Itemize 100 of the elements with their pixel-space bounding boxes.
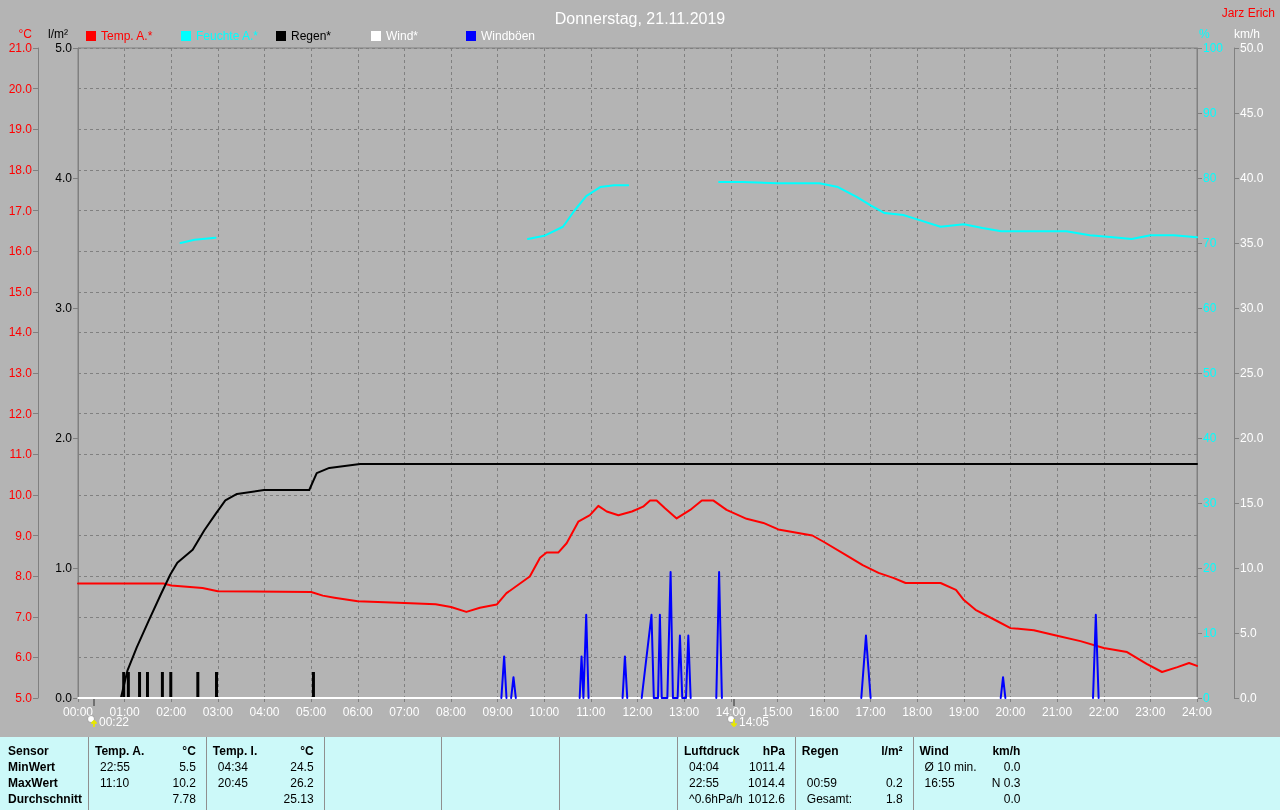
text: 11:10 bbox=[100, 776, 130, 790]
y-tick-label: 9.0 bbox=[15, 528, 33, 543]
y-tick-label: 19.0 bbox=[8, 122, 33, 137]
y3-tick-label: 0 bbox=[1203, 691, 1210, 705]
text: Temp. I. bbox=[212, 744, 258, 758]
x-tick-label: 12:00 bbox=[622, 705, 653, 719]
text: 04:04 bbox=[689, 760, 720, 774]
x-tick-label: 18:00 bbox=[902, 705, 933, 719]
y-tick-label: 16.0 bbox=[8, 244, 33, 259]
text: 1014.4 bbox=[748, 776, 785, 790]
y-tick-label: 50.0 bbox=[1240, 41, 1264, 55]
x-tick-label: 08:00 bbox=[435, 705, 467, 719]
text: 16:55 bbox=[924, 776, 955, 790]
legend-label: Temp. A.* bbox=[101, 29, 153, 43]
text: 26.2 bbox=[290, 776, 314, 790]
x-tick-label: 20:00 bbox=[995, 705, 1026, 719]
text: 20:45 bbox=[217, 776, 248, 790]
y-axis-title: km/h bbox=[1234, 27, 1261, 41]
y3-tick-label: 50 bbox=[1203, 366, 1217, 380]
y-axis-title: °C bbox=[18, 27, 33, 41]
x-tick-label: 04:00 bbox=[249, 705, 280, 719]
text: Durchschnitt bbox=[8, 792, 83, 806]
text: Luftdruck bbox=[684, 744, 740, 758]
x-tick-label: 23:00 bbox=[1135, 705, 1166, 719]
y3-tick-label: 100 bbox=[1203, 41, 1224, 55]
text: 5.5 bbox=[179, 760, 196, 774]
line-series bbox=[77, 499, 1198, 673]
text: Temp. A. bbox=[95, 744, 145, 758]
text: MaxWert bbox=[8, 776, 58, 790]
y3-tick-label: 90 bbox=[1203, 106, 1217, 120]
x-tick-label: 21:00 bbox=[1042, 705, 1073, 719]
y-tick-label: 25.0 bbox=[1240, 366, 1264, 380]
y-tick-label: 15.0 bbox=[8, 284, 33, 299]
y-tick-label: 14.0 bbox=[8, 325, 33, 340]
chart-title: Donnerstag, 21.11.2019 bbox=[554, 9, 726, 27]
x-tick-label: 13:00 bbox=[669, 705, 700, 719]
y-tick-label: 12.0 bbox=[8, 406, 33, 421]
x-tick-label: 06:00 bbox=[342, 705, 374, 719]
x-tick-label: 00:00 bbox=[62, 705, 94, 719]
text: Gesamt: bbox=[806, 792, 853, 806]
text: Regen bbox=[801, 744, 839, 758]
x-tick-label: 16:00 bbox=[808, 705, 840, 719]
text: 22:55 bbox=[689, 776, 720, 790]
text: km/h bbox=[992, 744, 1021, 758]
legend-label: Regen* bbox=[291, 29, 332, 43]
y-tick-label: 40.0 bbox=[1240, 171, 1264, 185]
y3-tick-label: 10 bbox=[1203, 626, 1217, 640]
text: 10.2 bbox=[172, 776, 196, 790]
y2-tick-label: 2.0 bbox=[55, 431, 73, 445]
text: 0.0 bbox=[1003, 792, 1021, 806]
y-tick-label: 21.0 bbox=[8, 41, 33, 55]
text: 04:34 bbox=[217, 760, 248, 774]
y2-axis-title: l/m² bbox=[48, 27, 68, 41]
x-tick-label: 24:00 bbox=[1181, 705, 1213, 719]
y-tick-label: 13.0 bbox=[8, 366, 33, 380]
y3-tick-label: 40 bbox=[1203, 431, 1217, 445]
x-tick-label: 11:00 bbox=[576, 705, 606, 719]
text: l/m² bbox=[881, 744, 903, 758]
y-tick-label: 5.0 bbox=[15, 691, 33, 705]
text: 0.0 bbox=[1003, 760, 1021, 774]
y-tick-label: 45.0 bbox=[1240, 106, 1264, 120]
text: N 0.3 bbox=[991, 776, 1021, 790]
y-tick-label: 7.0 bbox=[15, 609, 33, 624]
y-tick-label: 17.0 bbox=[8, 203, 33, 218]
y3-axis-title: % bbox=[1199, 27, 1210, 41]
text: 00:59 bbox=[806, 776, 837, 790]
text: °C bbox=[182, 744, 196, 758]
text: 1.8 bbox=[885, 792, 903, 806]
y-tick-label: 11.0 bbox=[9, 447, 33, 462]
x-tick-label: 17:00 bbox=[855, 705, 886, 719]
y3-tick-label: 60 bbox=[1203, 301, 1217, 315]
text: MinWert bbox=[8, 760, 56, 774]
y3-tick-label: 30 bbox=[1203, 496, 1217, 510]
text: °C bbox=[300, 744, 314, 758]
text: hPa bbox=[762, 744, 785, 758]
text: 24.5 bbox=[290, 760, 314, 774]
x-tick-label: 05:00 bbox=[296, 705, 327, 719]
y-tick-label: 0.0 bbox=[1240, 691, 1258, 705]
text: Sensor bbox=[8, 744, 49, 758]
y3-tick-label: 70 bbox=[1203, 236, 1217, 250]
y-tick-label: 10.0 bbox=[8, 487, 33, 502]
text: 1012.6 bbox=[748, 792, 785, 806]
x-tick-label: 19:00 bbox=[948, 705, 980, 719]
y-tick-label: 8.0 bbox=[15, 569, 33, 584]
y2-tick-label: 4.0 bbox=[55, 171, 73, 185]
x-tick-label: 09:00 bbox=[482, 705, 513, 719]
y-tick-label: 30.0 bbox=[1240, 301, 1264, 315]
text: ^0.6hPa/h bbox=[689, 792, 743, 806]
y-tick-label: 6.0 bbox=[15, 650, 33, 665]
legend-label: Wind* bbox=[386, 29, 419, 43]
y-tick-label: 18.0 bbox=[8, 162, 33, 177]
y2-tick-label: 5.0 bbox=[55, 41, 73, 55]
text: 22:55 bbox=[100, 760, 131, 774]
y-tick-label: 15.0 bbox=[1240, 496, 1264, 510]
x-tick-label: 22:00 bbox=[1088, 705, 1120, 719]
text: 1011.4 bbox=[749, 760, 785, 774]
y-tick-label: 20.0 bbox=[8, 81, 33, 96]
y2-tick-label: 1.0 bbox=[55, 561, 73, 575]
text: Jarz Erich bbox=[1221, 6, 1275, 20]
x-tick-label: 07:00 bbox=[389, 705, 420, 719]
